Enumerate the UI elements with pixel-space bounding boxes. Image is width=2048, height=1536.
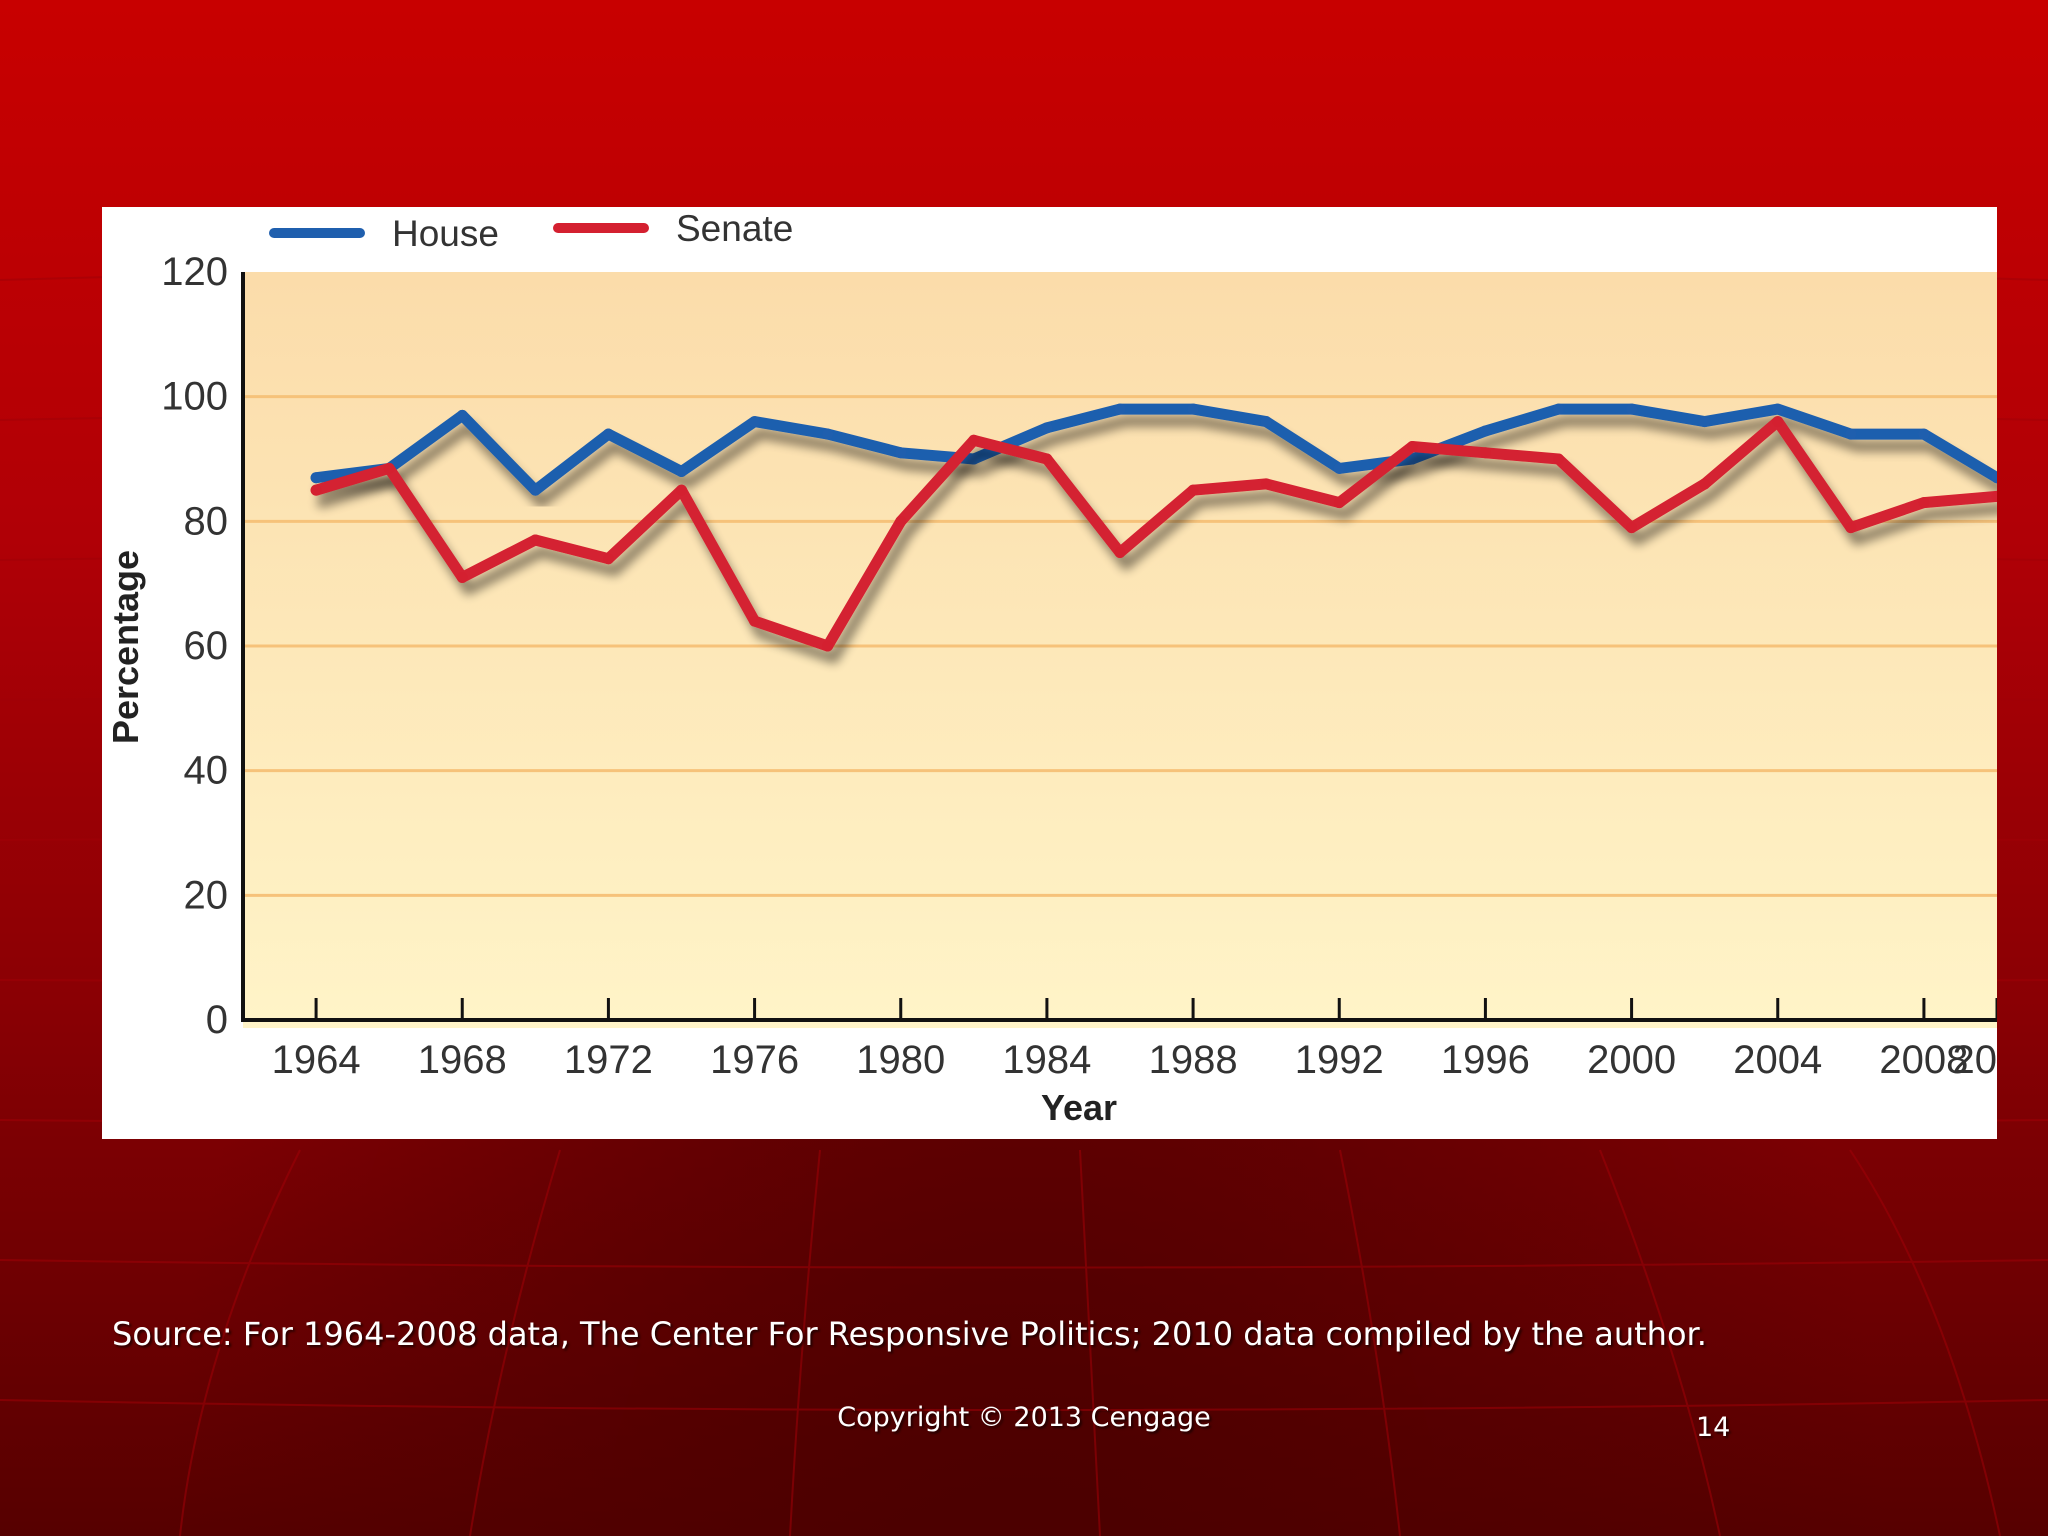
x-axis-title: Year xyxy=(1041,1087,1117,1128)
y-tick-label: 40 xyxy=(184,749,229,793)
source-note: Source: For 1964-2008 data, The Center F… xyxy=(112,1315,1707,1353)
series-lines xyxy=(310,403,1997,652)
x-tick-label: 1980 xyxy=(856,1038,945,1082)
x-tick-label: 2004 xyxy=(1733,1038,1822,1082)
x-tick-label: 2010 xyxy=(1953,1038,1997,1082)
data-point-senate xyxy=(1991,490,1997,502)
data-point-senate xyxy=(1406,441,1418,453)
data-point-house xyxy=(1845,428,1857,440)
data-point-house xyxy=(1479,425,1491,437)
data-point-senate xyxy=(1260,478,1272,490)
data-point-senate xyxy=(310,484,322,496)
y-tick-label: 0 xyxy=(206,998,228,1042)
data-point-house xyxy=(1991,472,1997,484)
gridlines xyxy=(243,395,1997,897)
x-tick-label: 1996 xyxy=(1441,1038,1530,1082)
data-point-senate xyxy=(1845,522,1857,534)
data-point-house xyxy=(1187,403,1199,415)
y-axis-title: Percentage xyxy=(105,550,146,744)
legend: House Senate xyxy=(269,208,793,254)
x-tick-label: 1972 xyxy=(564,1038,653,1082)
data-point-house xyxy=(1918,428,1930,440)
data-point-senate xyxy=(383,462,395,474)
y-tick-label: 60 xyxy=(184,624,229,668)
line-chart: 0 20 40 60 80 100 120 1964 1968 1972 1976 1980 1984… xyxy=(105,208,1997,1128)
data-point-senate xyxy=(529,534,541,546)
page-number: 14 xyxy=(1696,1412,1731,1443)
data-point-house xyxy=(1626,403,1638,415)
series-line-senate xyxy=(310,416,1997,652)
data-point-senate xyxy=(1918,497,1930,509)
data-point-senate xyxy=(1699,478,1711,490)
data-point-senate xyxy=(1333,497,1345,509)
data-point-house xyxy=(310,472,322,484)
y-tick-label: 80 xyxy=(184,499,229,543)
data-point-house xyxy=(822,428,834,440)
x-tick-label: 1964 xyxy=(272,1038,361,1082)
data-point-house xyxy=(1333,462,1345,474)
data-point-house xyxy=(1041,422,1053,434)
copyright-notice: Copyright © 2013 Cengage xyxy=(837,1402,1211,1433)
data-point-senate xyxy=(968,434,980,446)
data-point-house xyxy=(749,416,761,428)
data-point-house xyxy=(676,465,687,477)
data-point-senate xyxy=(456,571,468,583)
x-tick-label: 1992 xyxy=(1295,1038,1384,1082)
data-point-senate xyxy=(1553,453,1564,465)
data-point-senate xyxy=(1772,416,1784,428)
data-point-senate xyxy=(1041,453,1053,465)
data-point-house xyxy=(456,409,468,421)
x-tick-label: 2000 xyxy=(1587,1038,1676,1082)
y-tick-label: 120 xyxy=(161,250,228,294)
y-tick-labels: 0 20 40 60 80 100 120 xyxy=(161,250,228,1042)
data-point-house xyxy=(1699,416,1711,428)
x-tick-label: 1984 xyxy=(1002,1038,1091,1082)
series-line-house xyxy=(310,403,1997,496)
data-point-senate xyxy=(895,515,907,527)
x-tick-labels: 1964 1968 1972 1976 1980 1984 1988 1992 1996 2000… xyxy=(272,1038,1997,1082)
data-point-senate xyxy=(1479,447,1491,459)
data-point-house xyxy=(1406,453,1418,465)
data-point-house xyxy=(1772,403,1784,415)
x-tick-label: 2008 xyxy=(1879,1038,1968,1082)
legend-label-senate: Senate xyxy=(676,208,793,249)
data-point-house xyxy=(895,447,907,459)
x-tick-label: 1976 xyxy=(710,1038,799,1082)
legend-label-house: House xyxy=(392,213,499,254)
data-point-senate xyxy=(1187,484,1199,496)
plot-area xyxy=(243,272,1997,1028)
data-point-senate xyxy=(1626,522,1638,534)
y-tick-label: 20 xyxy=(184,873,229,917)
x-tick-label: 1988 xyxy=(1149,1038,1238,1082)
data-point-house xyxy=(602,428,614,440)
data-point-senate xyxy=(822,640,834,652)
axes xyxy=(241,272,1997,1022)
data-point-house xyxy=(1260,416,1272,428)
data-point-house xyxy=(1114,403,1126,415)
y-tick-label: 100 xyxy=(161,375,228,419)
data-point-senate xyxy=(676,484,687,496)
data-point-senate xyxy=(602,553,614,565)
data-point-house xyxy=(529,484,541,496)
data-point-house xyxy=(968,453,980,465)
data-point-senate xyxy=(749,615,761,627)
chart-panel: 0 20 40 60 80 100 120 1964 1968 1972 1976 1980 1984… xyxy=(102,207,1997,1139)
data-point-house xyxy=(1553,403,1564,415)
x-tick-label: 1968 xyxy=(418,1038,507,1082)
data-point-senate xyxy=(1114,547,1126,558)
